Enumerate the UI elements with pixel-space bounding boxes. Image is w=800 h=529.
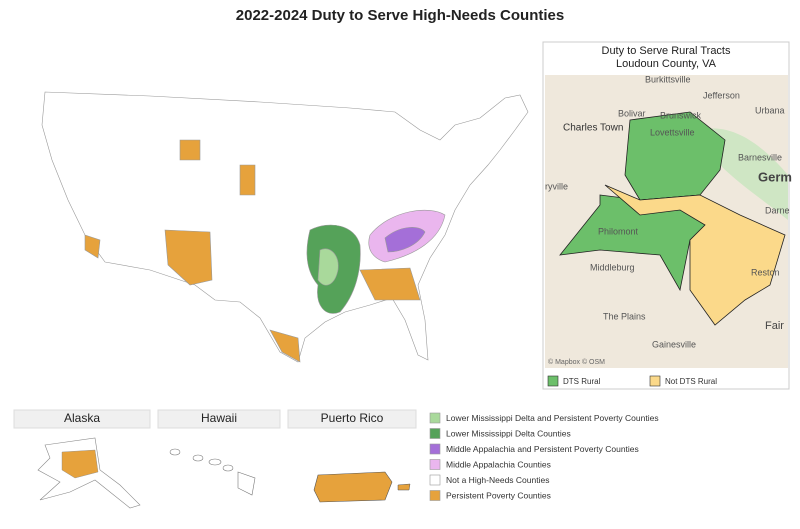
loudoun (559, 111, 786, 326)
legend-swatch (429, 490, 441, 501)
poverty-southwest (164, 229, 213, 286)
place: Philomont (598, 226, 639, 236)
place: Burkittsville (645, 74, 691, 84)
place: ryville (545, 181, 568, 191)
places: Burkittsville Jefferson Bolivar Brunswic… (545, 74, 792, 349)
inset-label: Hawaii (201, 411, 237, 425)
place: Charles Town (563, 123, 623, 134)
place: Germ (758, 169, 792, 184)
place: Gainesville (652, 339, 696, 349)
legend-swatch (429, 459, 441, 470)
legend-label: Lower Mississippi Delta and Persistent P… (446, 413, 659, 423)
tract-legend-label: DTS Rural (563, 377, 601, 386)
alaska-poverty (61, 449, 99, 479)
legend-label: Middle Appalachia Counties (446, 459, 551, 469)
place: Reston (751, 267, 780, 277)
legend-label: Not a High-Needs Counties (446, 475, 549, 485)
legend-label: Middle Appalachia and Persistent Poverty… (446, 444, 639, 454)
poverty-texas (269, 329, 301, 363)
title: 2022-2024 Duty to Serve High-Needs Count… (236, 7, 564, 24)
tract-legend-swatch (547, 375, 559, 387)
tract-subtitle: Loudoun County, VA (616, 58, 717, 70)
place: Urbana (755, 105, 785, 115)
tract-legend-label: Not DTS Rural (665, 377, 717, 386)
place: Middleburg (590, 262, 635, 272)
attribution: © Mapbox © OSM (548, 358, 605, 366)
place: Darne (765, 205, 790, 215)
puerto-rico-shape (313, 471, 393, 503)
tract-title: Duty to Serve Rural Tracts (602, 45, 731, 57)
place: Fair (765, 320, 784, 332)
place: Brunswick (660, 110, 702, 120)
hawaii-shape (169, 448, 256, 496)
tract-legend-swatch (649, 375, 661, 387)
poverty-plains (179, 139, 201, 161)
inset-header (287, 409, 417, 429)
appalachia-poverty-region (384, 227, 426, 253)
legend-swatch (429, 412, 441, 424)
place: Lovettsville (650, 127, 695, 137)
inset-header (157, 409, 281, 429)
poverty-california (84, 234, 101, 259)
legend-swatch (429, 474, 441, 486)
legend-label: Lower Mississippi Delta Counties (446, 428, 571, 438)
inset-label: Alaska (64, 411, 100, 425)
inset-header (13, 409, 151, 429)
tract-rural-north (624, 111, 726, 201)
legend-swatch (429, 443, 441, 455)
legend-label: Persistent Poverty Counties (446, 490, 551, 500)
delta-poverty-region (317, 248, 339, 286)
us-map (41, 91, 529, 363)
us-outline (41, 91, 529, 363)
puerto-rico-islands (397, 483, 411, 491)
place: Barnesville (738, 152, 782, 162)
tract-not-rural (604, 184, 786, 326)
poverty-dakota (239, 164, 256, 196)
legend: Lower Mississippi Delta and Persistent P… (429, 412, 659, 501)
legend-swatch (429, 428, 441, 439)
poverty-southeast (359, 267, 421, 301)
place: The Plains (603, 311, 646, 321)
place: Jefferson (703, 90, 740, 100)
place: Bolivar (618, 108, 646, 118)
inset-label: Puerto Rico (321, 411, 384, 425)
